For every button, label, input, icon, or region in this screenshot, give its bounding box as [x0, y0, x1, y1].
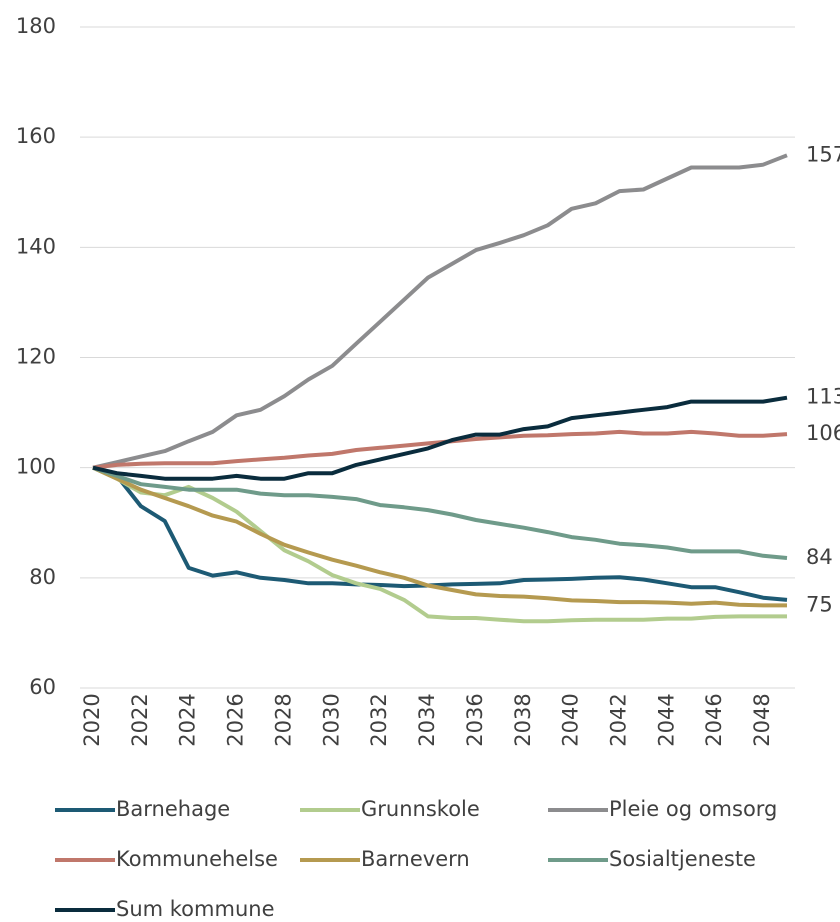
- x-tick-label: 2036: [463, 693, 487, 746]
- end-label: 75: [806, 592, 833, 616]
- line: [92, 465, 787, 608]
- y-tick-label: 120: [16, 345, 56, 369]
- legend-label: Barnehage: [116, 797, 230, 821]
- x-tick-label: 2024: [176, 693, 200, 746]
- end-label: 106: [806, 421, 840, 445]
- y-tick-label: 140: [16, 234, 56, 258]
- line: [92, 153, 788, 470]
- legend-label: Grunnskole: [361, 797, 480, 821]
- y-tick-label: 160: [16, 124, 56, 148]
- y-tick-label: 60: [29, 675, 56, 699]
- y-tick-label: 80: [29, 565, 56, 589]
- x-tick-label: 2022: [128, 693, 152, 746]
- x-tick-label: 2020: [80, 693, 104, 746]
- x-tick-label: 2048: [750, 693, 774, 746]
- x-tick-label: 2040: [559, 693, 583, 746]
- line: [92, 465, 788, 602]
- line: [92, 395, 788, 481]
- x-tick-label: 2044: [654, 693, 678, 746]
- x-tick-label: 2028: [271, 693, 295, 746]
- legend-label: Barnevern: [361, 847, 470, 871]
- line: [92, 465, 788, 560]
- end-label: 113: [806, 385, 840, 409]
- legend-label: Sosialtjeneste: [609, 847, 756, 871]
- legend-label: Kommunehelse: [116, 847, 278, 871]
- x-tick-label: 2042: [606, 693, 630, 746]
- legend-label: Pleie og omsorg: [609, 797, 777, 821]
- x-tick-label: 2034: [415, 693, 439, 746]
- x-tick-label: 2030: [319, 693, 343, 746]
- line: [92, 465, 787, 624]
- x-tick-label: 2038: [511, 693, 535, 746]
- x-tick-label: 2026: [224, 693, 248, 746]
- y-tick-label: 100: [16, 455, 56, 479]
- end-label: 84: [806, 545, 833, 569]
- y-tick-label: 180: [16, 14, 56, 38]
- end-label: 157: [806, 142, 840, 166]
- x-tick-label: 2032: [367, 693, 391, 746]
- x-tick-label: 2046: [702, 693, 726, 746]
- legend-label: Sum kommune: [116, 897, 274, 921]
